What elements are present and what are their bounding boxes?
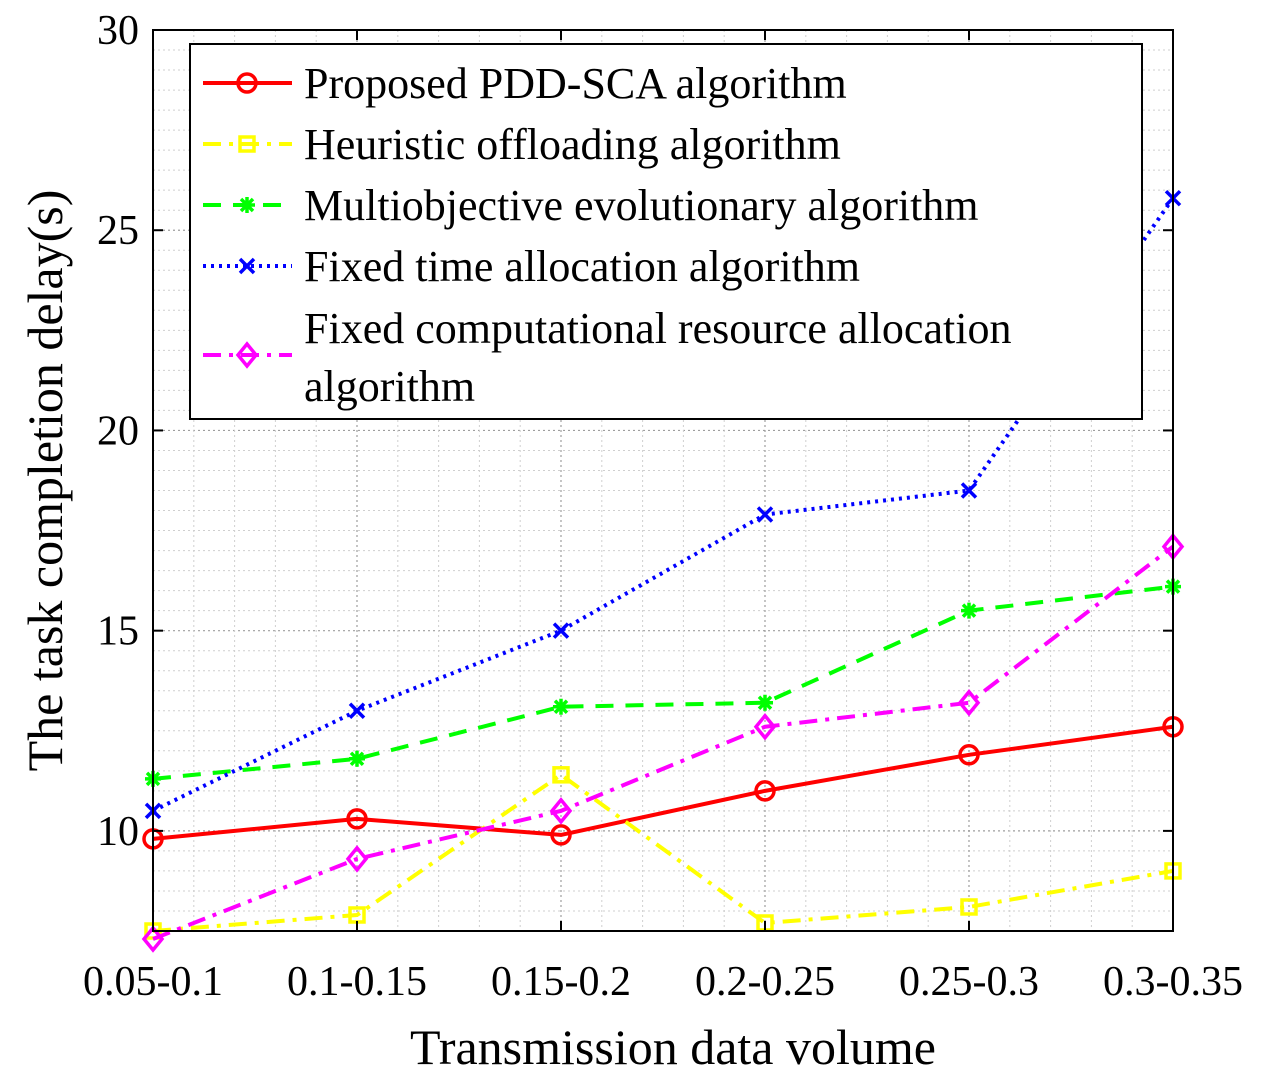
y-axis-title: The task completion delay(s) [17, 190, 73, 772]
y-tick-label: 20 [97, 408, 139, 454]
data-point [345, 845, 369, 873]
legend-item-1: Proposed PDD-SCA algorithm [203, 59, 847, 108]
legend-box [189, 43, 1143, 420]
data-point [552, 622, 570, 639]
data-point [957, 688, 981, 717]
data-point [348, 702, 366, 719]
y-tick-label: 25 [97, 208, 139, 254]
legend-swatch-marker [238, 257, 256, 275]
x-tick-label: 0.1-0.15 [287, 959, 427, 1005]
axes: 10 15 20 25 30 0.05-0.1 0.1-0.15 0.15-0.2 0.2-0.… [83, 8, 1243, 1005]
data-point [349, 750, 365, 767]
data-point [552, 766, 570, 784]
x-tick-label: 0.05-0.1 [83, 959, 223, 1005]
legend-label: algorithm [304, 362, 475, 411]
data-point [757, 694, 773, 711]
series-line [152, 584, 1174, 781]
series-lines [141, 189, 1185, 953]
data-point [753, 713, 777, 741]
data-point [553, 698, 569, 715]
legend-item-4: Fixed time allocation algorithm [203, 242, 860, 291]
series-line [152, 544, 1175, 941]
plot-frame [152, 29, 1174, 932]
legend-swatch-marker [239, 197, 255, 213]
data-point [958, 744, 980, 766]
data-point [960, 482, 978, 499]
data-point [550, 824, 572, 846]
data-point [346, 808, 368, 830]
series-5 [141, 532, 1185, 953]
y-tick-label: 10 [97, 809, 139, 855]
legend-item-3: Multiobjective evolutionary algorithm [203, 181, 979, 230]
series-line [152, 197, 1175, 813]
series-line [152, 724, 1174, 841]
x-tick-label: 0.15-0.2 [491, 959, 631, 1005]
legend-label: Proposed PDD-SCA algorithm [304, 59, 847, 108]
legend-item-5: Fixed computational resource allocation a… [203, 304, 1011, 411]
y-tick-label: 15 [97, 609, 139, 655]
series-1 [142, 716, 1184, 850]
legend-swatch-marker [235, 341, 259, 369]
legend-label: Multiobjective evolutionary algorithm [304, 181, 979, 230]
data-point [754, 780, 776, 802]
legend-label: Fixed time allocation algorithm [304, 242, 860, 291]
series-line [152, 772, 1174, 933]
series-2 [144, 766, 1182, 940]
data-point [756, 506, 774, 523]
data-point [961, 602, 977, 619]
x-tick-label: 0.2-0.25 [695, 959, 835, 1005]
legend-label: Heuristic offloading algorithm [304, 120, 841, 169]
y-tick-label: 30 [97, 8, 139, 54]
legend-item-2: Heuristic offloading algorithm [203, 120, 841, 169]
legend-swatch-marker [238, 135, 256, 153]
x-tick-label: 0.3-0.35 [1103, 959, 1243, 1005]
legend-swatch-marker [236, 72, 258, 94]
data-point [960, 898, 978, 916]
legend: Proposed PDD-SCA algorithm Heuristic offl… [189, 43, 1143, 420]
data-point [549, 797, 573, 825]
x-tick-label: 0.25-0.3 [899, 959, 1039, 1005]
series-3 [145, 578, 1181, 787]
data-point [141, 925, 165, 953]
legend-label: Fixed computational resource allocation [304, 304, 1011, 353]
x-axis-title: Transmission data volume [410, 1019, 936, 1075]
